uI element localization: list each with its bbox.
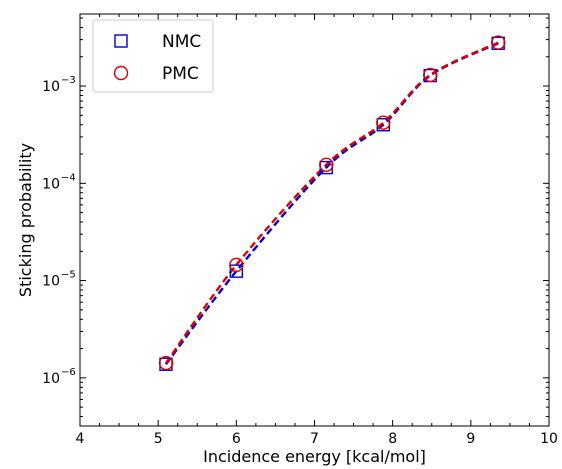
x-tick-label: 5 [154, 431, 163, 447]
series-curves [165, 41, 499, 365]
legend-nmc-marker [114, 34, 128, 48]
y-tick-exponent: −4 [61, 172, 76, 183]
y-tick-label: 10 −3 [42, 75, 76, 95]
legend-pmc-marker [113, 65, 129, 81]
legend: NMC PMC [92, 19, 214, 93]
axis-ticks [79, 14, 550, 426]
x-tick-label: 8 [388, 431, 397, 447]
y-tick-labels: 10−610−510−410−3 [42, 75, 76, 387]
x-tick-label: 10 [540, 431, 558, 447]
x-axis-label: Incidence energy [kcal/mol] [203, 447, 426, 466]
y-tick-mantissa: 10 [42, 274, 60, 290]
series-nmc-point [229, 264, 244, 278]
legend-pmc-label: PMC [162, 64, 199, 84]
y-tick-exponent: −5 [61, 270, 76, 281]
series-pmc-line [165, 41, 499, 364]
y-tick-exponent: −6 [61, 367, 76, 378]
y-tick-exponent: −3 [61, 75, 76, 86]
x-tick-label: 9 [466, 431, 475, 447]
y-tick-mantissa: 10 [42, 371, 60, 387]
x-tick-label: 4 [76, 431, 85, 447]
series-nmc-line [165, 42, 499, 365]
x-tick-label: 6 [232, 431, 241, 447]
x-tick-label: 7 [310, 431, 319, 447]
series-pmc-point [319, 157, 334, 172]
y-tick-label: 10 −6 [42, 367, 76, 387]
y-tick-label: 10 −4 [42, 172, 76, 192]
y-axis-label: Sticking probability [16, 143, 35, 297]
x-tick-labels: 4 5 6 7 8 9 10 [76, 431, 558, 447]
series-pmc-point [422, 67, 438, 83]
legend-box [92, 19, 214, 93]
legend-nmc-label: NMC [162, 32, 201, 52]
series-pmc-point [490, 35, 506, 50]
y-tick-label: 10 −5 [42, 270, 76, 290]
y-tick-mantissa: 10 [42, 176, 60, 192]
series-pmc-point [158, 355, 174, 371]
y-tick-mantissa: 10 [42, 79, 60, 95]
series-pmc-point [229, 257, 244, 273]
series-markers [158, 35, 506, 371]
series-pmc-point [376, 115, 391, 130]
